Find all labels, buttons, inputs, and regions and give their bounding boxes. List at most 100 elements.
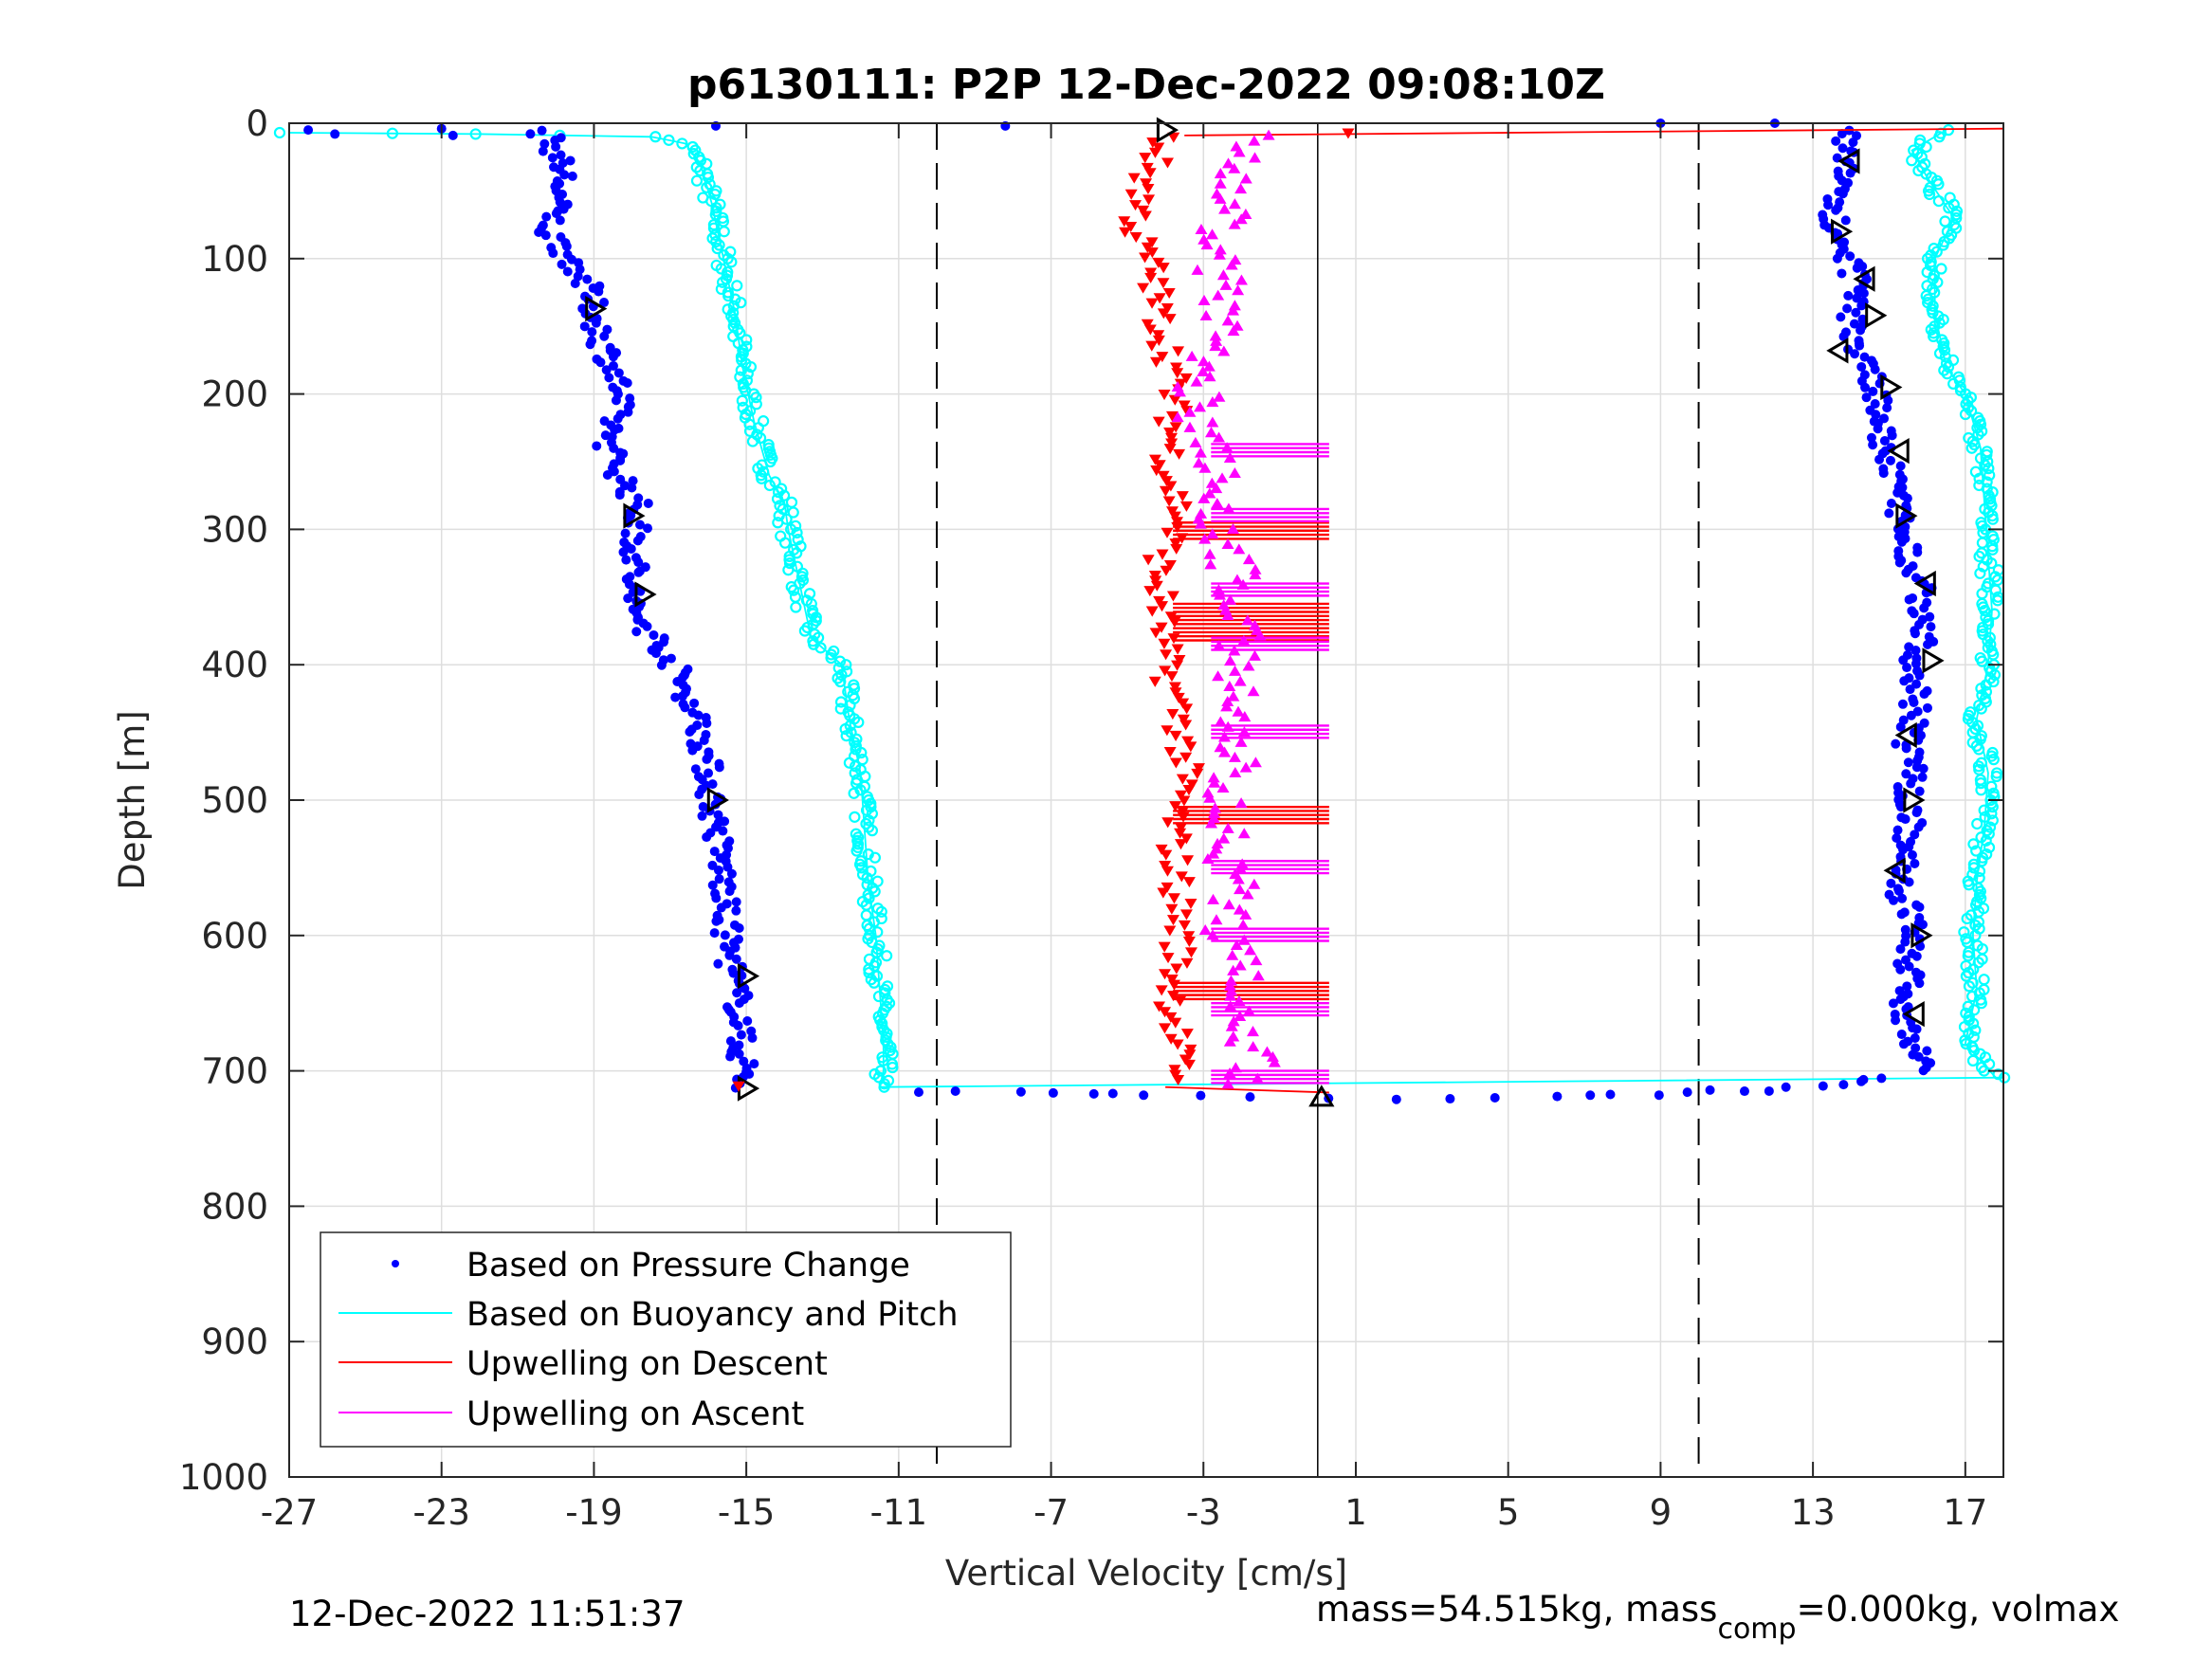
marker-triangle bbox=[623, 502, 646, 529]
buoyancy-point bbox=[1921, 280, 1933, 292]
ascent-point bbox=[1250, 955, 1263, 966]
buoyancy-point bbox=[1966, 976, 1979, 989]
pressure-point bbox=[1892, 832, 1902, 843]
descent-point bbox=[1157, 263, 1170, 274]
pressure-point bbox=[1896, 812, 1907, 823]
ascent-point bbox=[1204, 558, 1217, 570]
buoyancy-point bbox=[861, 872, 873, 884]
pressure-point bbox=[713, 958, 723, 969]
ascent-point bbox=[1227, 964, 1240, 975]
pressure-point bbox=[731, 897, 741, 907]
descent-point bbox=[1157, 278, 1170, 289]
series-layer bbox=[273, 117, 2011, 1107]
pressure-point bbox=[1912, 665, 1923, 676]
x-tick-label: 5 bbox=[1497, 1492, 1520, 1533]
descent-bottom-point bbox=[732, 1081, 745, 1092]
ascent-point bbox=[1228, 198, 1241, 210]
descent-point bbox=[1161, 866, 1174, 877]
ascent-point bbox=[1221, 315, 1234, 326]
buoyancy-point bbox=[787, 584, 800, 596]
pressure-point bbox=[632, 536, 643, 546]
y-tick-label: 500 bbox=[201, 780, 268, 821]
buoyancy-point bbox=[1987, 787, 2000, 799]
buoyancy-point bbox=[796, 574, 810, 587]
pressure-point bbox=[1903, 1036, 1913, 1047]
ascent-point bbox=[1211, 837, 1224, 848]
pressure-point bbox=[724, 886, 735, 897]
ascent-point bbox=[1247, 685, 1260, 697]
pressure-point bbox=[1391, 1094, 1401, 1104]
pressure-point bbox=[1892, 825, 1903, 835]
descent-point bbox=[1158, 390, 1171, 401]
pressure-point bbox=[1739, 1086, 1749, 1097]
pressure-point bbox=[1882, 403, 1892, 413]
buoyancy-point bbox=[1914, 134, 1927, 146]
ascent-point bbox=[1249, 152, 1262, 163]
pressure-point bbox=[1886, 426, 1896, 436]
descent-point bbox=[1180, 957, 1194, 969]
descent-point bbox=[1162, 496, 1176, 507]
ascent-point bbox=[1228, 751, 1241, 762]
ascent-point bbox=[1249, 563, 1262, 574]
ascent-point bbox=[1206, 228, 1219, 240]
ascent-point bbox=[1219, 279, 1233, 290]
descent-point bbox=[1143, 586, 1157, 597]
ascent-point bbox=[1191, 264, 1204, 275]
buoyancy-point bbox=[879, 983, 891, 996]
pressure-point bbox=[1842, 303, 1853, 314]
pressure-point bbox=[1838, 1080, 1849, 1090]
pressure-point bbox=[1891, 738, 1901, 749]
footer-timestamp: 12-Dec-2022 11:51:37 bbox=[289, 1594, 685, 1634]
pressure-point bbox=[704, 768, 714, 778]
buoyancy-point bbox=[706, 232, 719, 245]
pressure-point bbox=[709, 847, 720, 857]
pressure-point bbox=[555, 215, 565, 226]
pressure-point bbox=[555, 197, 565, 208]
buoyancy-point bbox=[882, 1037, 894, 1050]
ascent-point bbox=[1189, 436, 1202, 447]
marker-triangle bbox=[1887, 437, 1910, 465]
x-axis-label: Vertical Velocity [cm/s] bbox=[945, 1553, 1347, 1594]
buoyancy-point bbox=[798, 625, 811, 637]
descent-point bbox=[1176, 491, 1189, 502]
pressure-point bbox=[1840, 327, 1851, 337]
pressure-point bbox=[540, 230, 551, 241]
pressure-point bbox=[541, 211, 552, 222]
pressure-point bbox=[587, 327, 597, 337]
marker-triangle bbox=[1922, 647, 1945, 674]
buoyancy-point bbox=[1962, 394, 1974, 407]
pressure-point bbox=[1445, 1094, 1455, 1104]
descent-point bbox=[1150, 580, 1163, 592]
descent-point bbox=[1169, 757, 1182, 769]
descent-point bbox=[1143, 168, 1157, 179]
descent-point bbox=[1161, 817, 1175, 829]
pressure-point bbox=[1851, 307, 1861, 318]
buoyancy-point bbox=[1979, 692, 1992, 705]
pressure-point bbox=[714, 762, 724, 773]
footer-mass-suffix: =0.000kg, volmax bbox=[1797, 1589, 2120, 1630]
descent-point bbox=[1164, 1033, 1178, 1045]
descent-point bbox=[1157, 308, 1170, 319]
pressure-point bbox=[1886, 878, 1896, 888]
ascent-point bbox=[1239, 908, 1252, 920]
descent-point bbox=[1169, 687, 1182, 699]
pressure-point bbox=[1840, 215, 1851, 226]
pressure-point bbox=[711, 916, 722, 926]
buoyancy-point bbox=[1985, 780, 1998, 793]
descent-point bbox=[1182, 1059, 1196, 1070]
buoyancy-point bbox=[1965, 706, 1977, 719]
buoyancy-point bbox=[865, 974, 877, 986]
buoyancy-point bbox=[1939, 215, 1951, 228]
ascent-point bbox=[1210, 914, 1223, 925]
pressure-point bbox=[565, 155, 576, 166]
buoyancy-point bbox=[814, 642, 827, 654]
descent-point bbox=[1182, 877, 1196, 888]
ascent-point bbox=[1233, 903, 1246, 915]
ascent-point bbox=[1214, 177, 1227, 189]
pressure-point bbox=[707, 880, 718, 890]
descent-point bbox=[1169, 730, 1182, 741]
pressure-point bbox=[1902, 981, 1912, 992]
pressure-point bbox=[1858, 1074, 1869, 1085]
x-tick-label: 17 bbox=[1943, 1492, 1987, 1533]
